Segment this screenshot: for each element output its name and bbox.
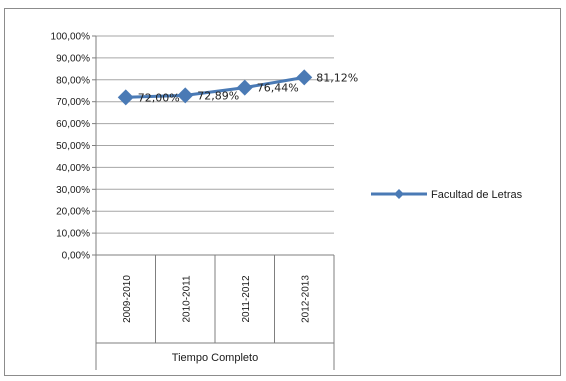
x-axis-group-label: Tiempo Completo: [172, 352, 258, 364]
y-tick-label: 60,00%: [56, 119, 90, 130]
data-label: 76,44%: [257, 82, 299, 95]
y-tick-label: 20,00%: [56, 207, 90, 218]
y-tick-label: 40,00%: [56, 163, 90, 174]
legend-label: Facultad de Letras: [431, 189, 523, 201]
data-label: 72,89%: [197, 89, 239, 102]
y-tick-label: 70,00%: [56, 97, 90, 108]
data-point-marker: [118, 89, 134, 105]
y-tick-label: 10,00%: [56, 229, 90, 240]
gridlines: [92, 36, 334, 255]
x-category-label: 2012-2013: [300, 275, 311, 323]
legend-marker: [394, 189, 404, 199]
x-category-label: 2009-2010: [122, 275, 133, 323]
y-tick-label: 30,00%: [56, 185, 90, 196]
y-tick-label: 50,00%: [56, 141, 90, 152]
y-tick-label: 100,00%: [51, 32, 91, 43]
x-category-label: 2011-2012: [241, 275, 252, 323]
y-tick-label: 80,00%: [56, 75, 90, 86]
x-category-label: 2010-2011: [181, 275, 192, 323]
y-tick-label: 90,00%: [56, 53, 90, 64]
data-label: 72,00%: [138, 91, 180, 104]
y-tick-label: 0,00%: [62, 251, 90, 262]
y-axis-tick-labels: 0,00% 10,00% 20,00% 30,00% 40,00% 50,00% 60,00…: [51, 32, 91, 262]
x-axis-category-labels: 2009-2010 2010-2011 2011-2012 2012-2013: [122, 275, 312, 323]
legend: Facultad de Letras: [371, 189, 523, 201]
data-label: 81,12%: [316, 71, 358, 84]
